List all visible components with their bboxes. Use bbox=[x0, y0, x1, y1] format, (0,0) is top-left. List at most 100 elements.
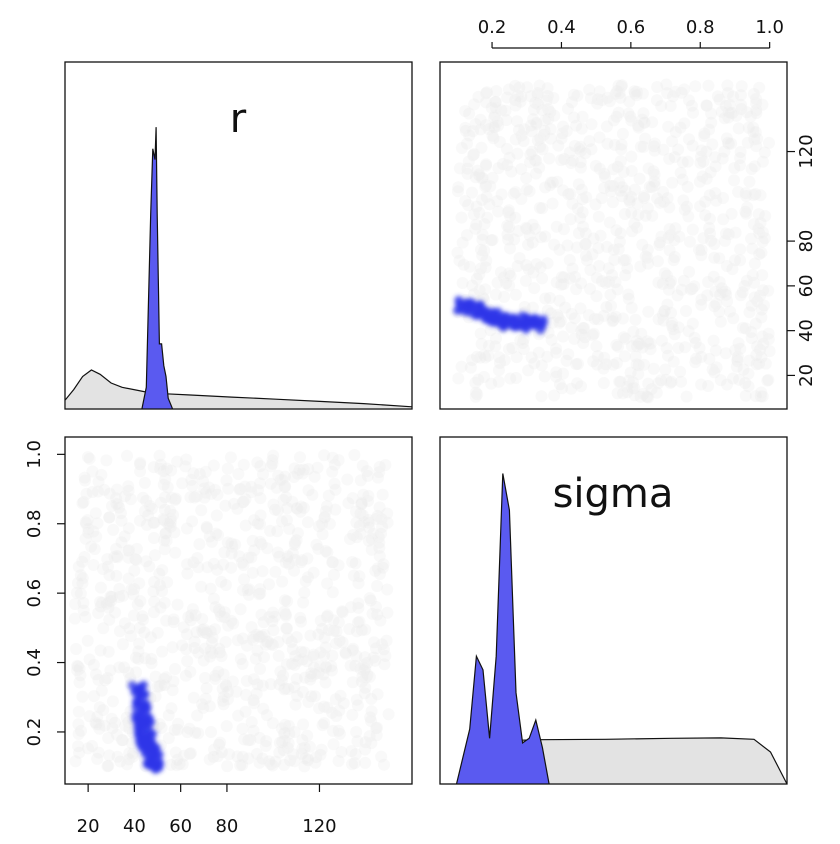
prior-sample-point bbox=[729, 344, 742, 357]
prior-sample-point bbox=[330, 637, 343, 650]
prior-sample-point bbox=[525, 351, 538, 364]
prior-sample-point bbox=[157, 513, 170, 526]
prior-sample-point bbox=[701, 289, 714, 302]
prior-sample-point bbox=[542, 103, 555, 116]
panel-sigma-r-scatter-frame bbox=[439, 61, 788, 410]
prior-sample-point bbox=[557, 367, 569, 380]
prior-sample-point bbox=[158, 596, 171, 609]
prior-sample-point bbox=[237, 559, 250, 571]
prior-sample-point bbox=[92, 746, 105, 759]
prior-sample-point bbox=[344, 659, 357, 672]
prior-sample-point bbox=[678, 203, 691, 216]
prior-sample-point bbox=[307, 566, 320, 579]
prior-sample-point bbox=[261, 542, 274, 555]
prior-sample-point bbox=[756, 98, 769, 111]
prior-sample-point bbox=[543, 292, 556, 304]
prior-sample-point bbox=[232, 709, 245, 722]
prior-sample-point bbox=[678, 83, 691, 96]
prior-sample-point bbox=[642, 337, 655, 350]
prior-sample-point bbox=[154, 601, 167, 614]
prior-sample-point bbox=[335, 746, 348, 758]
prior-sample-point bbox=[218, 606, 231, 619]
prior-sample-point bbox=[705, 107, 718, 120]
prior-sample-point bbox=[577, 220, 589, 233]
prior-sample-point bbox=[253, 756, 266, 769]
prior-sample-point bbox=[130, 666, 143, 679]
prior-sample-point bbox=[697, 155, 710, 168]
prior-sample-point bbox=[520, 172, 533, 184]
prior-sample-point bbox=[684, 283, 697, 296]
prior-sample-point bbox=[102, 601, 115, 614]
prior-sample-point bbox=[576, 110, 589, 123]
prior-sample-point bbox=[750, 107, 763, 120]
prior-sample-point bbox=[568, 88, 580, 101]
prior-sample-point bbox=[359, 681, 372, 694]
prior-sample-point bbox=[309, 756, 322, 769]
prior-sample-point bbox=[329, 503, 342, 516]
prior-sample-point bbox=[211, 488, 224, 501]
prior-sample-point bbox=[681, 155, 694, 168]
prior-sample-point bbox=[270, 481, 283, 494]
prior-sample-point bbox=[364, 594, 377, 607]
prior-sample-point bbox=[219, 499, 232, 512]
prior-sample-point bbox=[72, 660, 85, 673]
prior-sample-point bbox=[473, 268, 486, 281]
prior-sample-point bbox=[469, 118, 482, 131]
prior-sample-point bbox=[145, 657, 158, 670]
prior-sample-point bbox=[627, 376, 639, 389]
prior-sample-point bbox=[332, 616, 345, 629]
prior-sample-point bbox=[111, 483, 123, 496]
prior-sample-point bbox=[204, 625, 217, 638]
prior-sample-point bbox=[161, 462, 173, 475]
prior-sample-point bbox=[478, 244, 491, 257]
prior-sample-point bbox=[97, 704, 110, 716]
prior-sample-point bbox=[718, 145, 731, 158]
prior-sample-point bbox=[282, 737, 295, 750]
prior-sample-point bbox=[693, 175, 706, 188]
prior-sample-point bbox=[657, 314, 670, 327]
prior-sample-point bbox=[674, 166, 687, 179]
prior-sample-point bbox=[145, 631, 157, 644]
prior-sample-point bbox=[695, 293, 708, 306]
prior-sample-point bbox=[370, 722, 383, 735]
prior-sample-point bbox=[511, 147, 524, 160]
prior-sample-point bbox=[326, 724, 339, 737]
prior-sample-point bbox=[82, 523, 95, 535]
prior-sample-point bbox=[339, 647, 352, 660]
prior-sample-point bbox=[748, 276, 760, 289]
prior-sample-point bbox=[134, 514, 146, 527]
prior-sample-point bbox=[756, 390, 769, 403]
prior-sample-point bbox=[287, 748, 300, 761]
prior-sample-point bbox=[70, 586, 83, 599]
prior-sample-point bbox=[590, 340, 603, 353]
prior-sample-point bbox=[282, 719, 295, 732]
prior-sample-point bbox=[151, 680, 164, 693]
prior-sample-point bbox=[641, 390, 654, 403]
prior-sample-point bbox=[284, 754, 297, 767]
prior-sample-point bbox=[587, 355, 600, 368]
prior-sample-point bbox=[755, 303, 768, 316]
prior-sample-point bbox=[103, 487, 116, 500]
prior-sample-point bbox=[329, 693, 342, 706]
prior-sample-point bbox=[756, 235, 769, 248]
prior-sample-point bbox=[297, 718, 310, 731]
prior-sample-point bbox=[527, 103, 540, 116]
prior-sample-point bbox=[479, 283, 492, 296]
prior-sample-point bbox=[293, 463, 306, 476]
prior-sample-point bbox=[746, 269, 759, 282]
prior-sample-point bbox=[295, 615, 307, 628]
prior-sample-point bbox=[589, 159, 602, 172]
prior-sample-point bbox=[290, 502, 303, 515]
prior-sample-point bbox=[370, 729, 383, 742]
prior-sample-point bbox=[158, 679, 171, 692]
prior-sample-point bbox=[570, 119, 583, 132]
prior-sample-point bbox=[371, 562, 384, 575]
prior-sample-point bbox=[220, 680, 233, 693]
prior-sample-point bbox=[123, 722, 136, 735]
prior-sample-point bbox=[266, 454, 279, 467]
prior-sample-point bbox=[728, 162, 741, 174]
prior-sample-point bbox=[734, 152, 747, 164]
prior-sample-point bbox=[607, 243, 620, 256]
prior-sample-point bbox=[734, 89, 747, 102]
prior-sample-point bbox=[337, 697, 350, 710]
